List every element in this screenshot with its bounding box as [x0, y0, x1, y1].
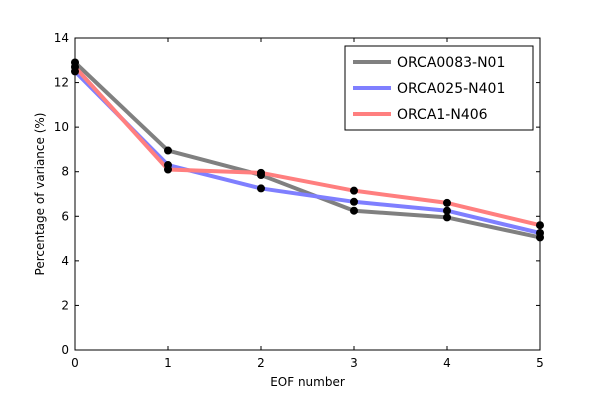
y-tick-label: 10	[54, 120, 69, 134]
data-point	[443, 198, 451, 207]
legend-label: ORCA0083-N01	[397, 55, 505, 71]
x-tick-label: 5	[536, 356, 544, 370]
x-tick-label: 4	[443, 356, 451, 370]
series-layer	[73, 61, 541, 240]
y-tick-label: 14	[54, 31, 69, 45]
legend-label: ORCA1-N406	[397, 107, 488, 123]
y-tick-label: 0	[61, 343, 69, 357]
y-tick-label: 4	[61, 254, 69, 268]
x-tick-label: 1	[164, 356, 172, 370]
y-tick-label: 6	[61, 209, 69, 223]
x-tick-label: 3	[350, 356, 358, 370]
data-point	[164, 146, 172, 155]
x-tick-label: 0	[71, 356, 79, 370]
data-point	[257, 184, 265, 193]
y-tick-label: 8	[61, 165, 69, 179]
legend-label: ORCA025-N401	[397, 81, 505, 97]
x-axis-label: EOF number	[270, 375, 345, 389]
y-axis-label: Percentage of variance (%)	[33, 113, 47, 276]
data-point	[350, 186, 358, 195]
data-point	[257, 168, 265, 177]
plot-frame	[74, 37, 541, 351]
data-point	[350, 206, 358, 215]
marker-layer	[71, 58, 544, 242]
x-tick-label: 2	[257, 356, 265, 370]
y-tick-label: 12	[54, 76, 69, 90]
data-point	[443, 206, 451, 215]
data-point	[443, 213, 451, 222]
data-point	[350, 197, 358, 206]
series-line-0	[73, 61, 541, 240]
data-point	[164, 165, 172, 174]
series-line-2	[73, 65, 541, 228]
y-tick-label: 2	[61, 298, 69, 312]
legend: ORCA0083-N01 ORCA025-N401 ORCA1-N406	[344, 45, 534, 131]
